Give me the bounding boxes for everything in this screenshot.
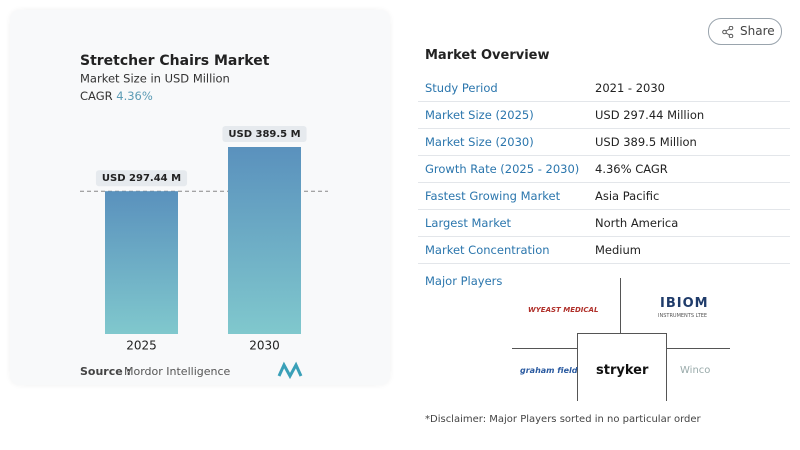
- value-label-bg: [95, 170, 188, 187]
- row-value: 4.36% CAGR: [595, 162, 668, 176]
- divider: [620, 278, 621, 333]
- x-tick-label: 2030: [249, 339, 280, 353]
- value-label: USD 297.44 M: [102, 173, 181, 184]
- row-value: USD 389.5 Million: [595, 135, 697, 149]
- share-icon: [722, 26, 734, 38]
- row-label: Market Concentration: [425, 243, 550, 257]
- logo: stryker: [596, 363, 649, 378]
- row-value: North America: [595, 216, 679, 230]
- row-value: Medium: [595, 243, 641, 257]
- overview-title: Market Overview: [425, 48, 550, 63]
- row-value: Asia Pacific: [595, 189, 660, 203]
- source-label: Source :: [80, 365, 131, 378]
- row-label: Market Size (2030): [425, 135, 534, 149]
- row-label: Study Period: [425, 81, 498, 95]
- row-label: Fastest Growing Market: [425, 189, 561, 203]
- overview-row: Market Size (2025) USD 297.44 Million: [418, 101, 790, 129]
- overview-row: Fastest Growing Market Asia Pacific: [418, 182, 790, 210]
- chart: Stretcher Chairs Market Market Size in U…: [80, 53, 328, 380]
- logo: graham field: [520, 366, 578, 375]
- row-value: USD 297.44 Million: [595, 108, 705, 122]
- logo: IBIOM: [660, 296, 709, 311]
- chart-card: [10, 10, 390, 385]
- value-label-bg: [222, 126, 307, 142]
- logo-box: [577, 333, 667, 401]
- logo: INSTRUMENTS LTEE: [658, 313, 708, 319]
- row-label: Largest Market: [425, 216, 512, 230]
- logo: WYEAST MEDICAL: [528, 306, 599, 314]
- overview-row: Largest Market North America: [418, 209, 790, 237]
- overview-row: Growth Rate (2025 - 2030) 4.36% CAGR: [418, 155, 790, 183]
- overview-row: Market Concentration Medium: [418, 236, 790, 264]
- chart-title: Stretcher Chairs Market: [80, 53, 270, 69]
- share-button[interactable]: Share: [708, 18, 782, 45]
- share-label: Share: [740, 24, 775, 38]
- chart-subtitle: Market Size in USD Million: [80, 72, 230, 86]
- value-label: USD 389.5 M: [228, 129, 300, 140]
- cagr: CAGR 4.36%: [80, 89, 153, 103]
- bar: [105, 191, 178, 334]
- cagr-label: CAGR: [80, 89, 113, 103]
- overview-row: Market Size (2030) USD 389.5 Million: [418, 128, 790, 156]
- brand-logo: [277, 361, 303, 380]
- cagr-value: 4.36%: [116, 89, 153, 103]
- row-label: Market Size (2025): [425, 108, 534, 122]
- row-label: Growth Rate (2025 - 2030): [425, 162, 580, 176]
- bar: [228, 147, 301, 334]
- x-tick-label: 2025: [126, 339, 157, 353]
- players-title: Major Players: [425, 274, 503, 288]
- source: Mordor Intelligence: [124, 365, 231, 378]
- logo: Winco: [680, 365, 711, 376]
- overview-row: Study Period 2021 - 2030: [418, 74, 790, 102]
- disclaimer: *Disclaimer: Major Players sorted in no …: [425, 414, 701, 425]
- row-value: 2021 - 2030: [595, 81, 665, 95]
